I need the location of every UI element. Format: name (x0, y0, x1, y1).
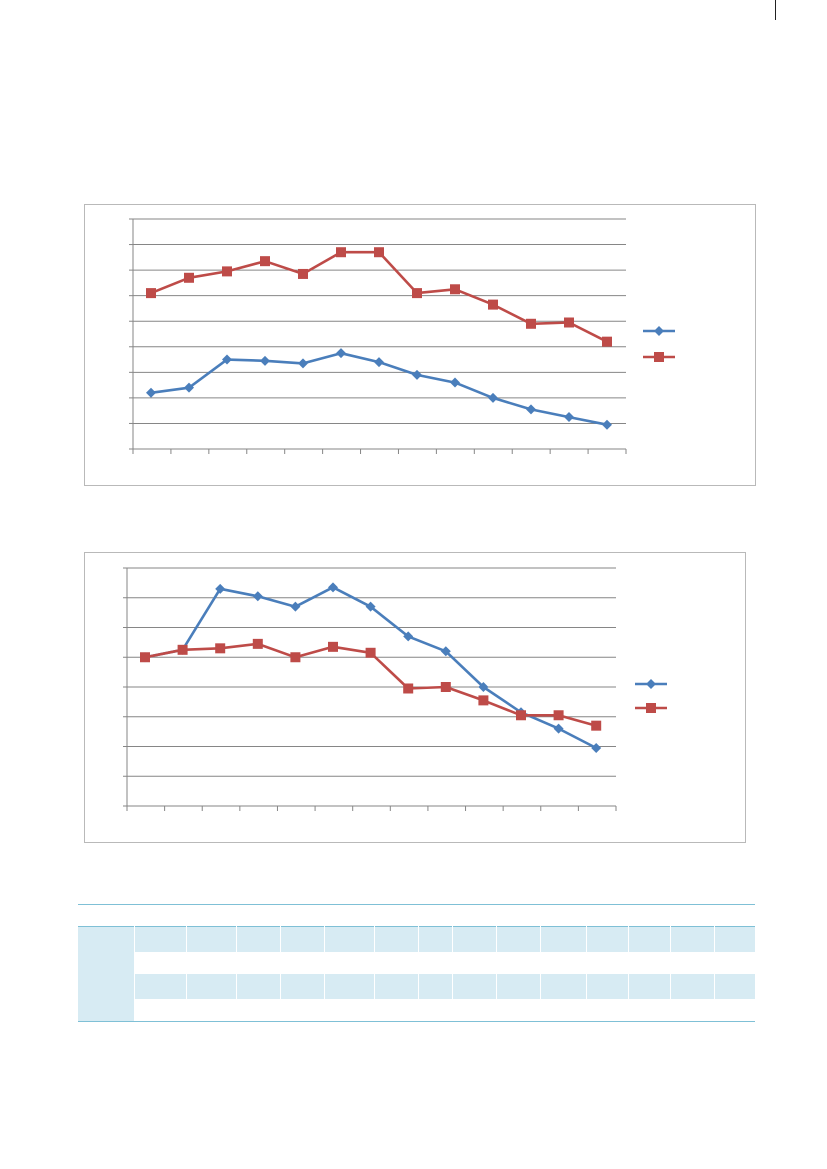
table-top-rule (78, 904, 755, 905)
series-1-point (403, 631, 414, 642)
table-column-separator (496, 926, 497, 952)
series-2-point (252, 638, 263, 649)
series-1-point (365, 601, 376, 612)
series-1-point (526, 404, 536, 415)
series-2-point (374, 247, 384, 258)
table-column-separator (714, 974, 715, 999)
table-column-separator (324, 926, 325, 952)
series-2-point (177, 644, 188, 655)
series-2-point (298, 268, 308, 279)
series-1-point (290, 601, 301, 612)
table-column-separator (418, 974, 419, 999)
data-table (78, 904, 755, 1022)
series-1-point (298, 358, 308, 369)
table-column-separator (186, 926, 187, 952)
table-column-separator (452, 974, 453, 999)
series-1-point (488, 392, 498, 403)
table-column-separator (714, 926, 715, 952)
series-2-point (140, 652, 150, 663)
table-column-separator (374, 974, 375, 999)
series-1-point (374, 357, 384, 368)
table-column-separator (670, 974, 671, 999)
table-column-separator (496, 974, 497, 999)
series-2-point (564, 317, 574, 328)
series-2-point (365, 647, 376, 658)
table-column-separator (586, 974, 587, 999)
table-column-separator (628, 926, 629, 952)
chart-1 (84, 204, 756, 486)
table-column-separator (586, 926, 587, 952)
series-1-point (336, 348, 346, 359)
series-2-point (146, 288, 156, 299)
series-2-point (328, 641, 338, 652)
series-2-point (215, 643, 226, 654)
series-2-point (412, 288, 422, 299)
table-column-separator (236, 974, 237, 999)
chart-2-plot (123, 567, 667, 811)
series-1-point (252, 591, 263, 602)
series-2-point (478, 695, 489, 706)
series-2-point (488, 299, 498, 310)
series-2-point (222, 266, 232, 277)
table-column-separator (670, 926, 671, 952)
series-1-point (564, 412, 574, 423)
chart-1-plot (129, 218, 675, 454)
table-column-separator (540, 974, 541, 999)
series-1-point (146, 387, 156, 398)
table-column-separator (452, 926, 453, 952)
table-column-separator (540, 926, 541, 952)
table-header-band (78, 926, 755, 952)
table-row-stub (78, 952, 134, 1022)
legend-series-2-marker (646, 703, 656, 713)
table-column-separator (236, 926, 237, 952)
series-2-point (602, 336, 612, 347)
page-edge-line (775, 0, 776, 20)
series-1-point (184, 382, 194, 393)
series-1-point (553, 723, 564, 734)
table-column-separator (280, 974, 281, 999)
table-column-separator (324, 974, 325, 999)
series-2-point (336, 247, 346, 258)
series-2-point (516, 710, 526, 721)
series-1-point (440, 646, 451, 657)
series-2-point (450, 284, 460, 295)
table-row-band (134, 974, 755, 999)
series-1-point (260, 355, 270, 366)
series-2-point (553, 710, 564, 721)
table-bottom-rule (78, 1021, 755, 1022)
table-column-separator (186, 974, 187, 999)
table-column-separator (418, 926, 419, 952)
table-header-rule (78, 926, 755, 927)
table-column-separator (134, 926, 135, 952)
series-1-point (215, 583, 226, 594)
series-1-point (602, 419, 612, 430)
series-1-point (328, 582, 338, 593)
series-1-point (222, 354, 232, 365)
series-2-point (440, 682, 451, 692)
table-column-separator (134, 974, 135, 999)
series-1-point (412, 369, 422, 380)
series-2-line (150, 250, 608, 343)
chart-2 (84, 552, 746, 843)
series-2-point (184, 272, 194, 283)
legend-series-1-marker (646, 679, 656, 689)
series-1-point (478, 682, 489, 692)
series-2-point (591, 720, 602, 731)
series-2-point (403, 683, 414, 694)
legend-series-2-marker (654, 352, 664, 362)
series-1-point (591, 742, 602, 753)
series-2-point (290, 652, 301, 663)
table-column-separator (280, 926, 281, 952)
series-2-point (526, 318, 536, 329)
table-column-separator (628, 974, 629, 999)
legend-series-1-marker (654, 326, 664, 336)
series-1-point (450, 377, 460, 388)
table-column-separator (374, 926, 375, 952)
series-2-point (260, 256, 270, 267)
